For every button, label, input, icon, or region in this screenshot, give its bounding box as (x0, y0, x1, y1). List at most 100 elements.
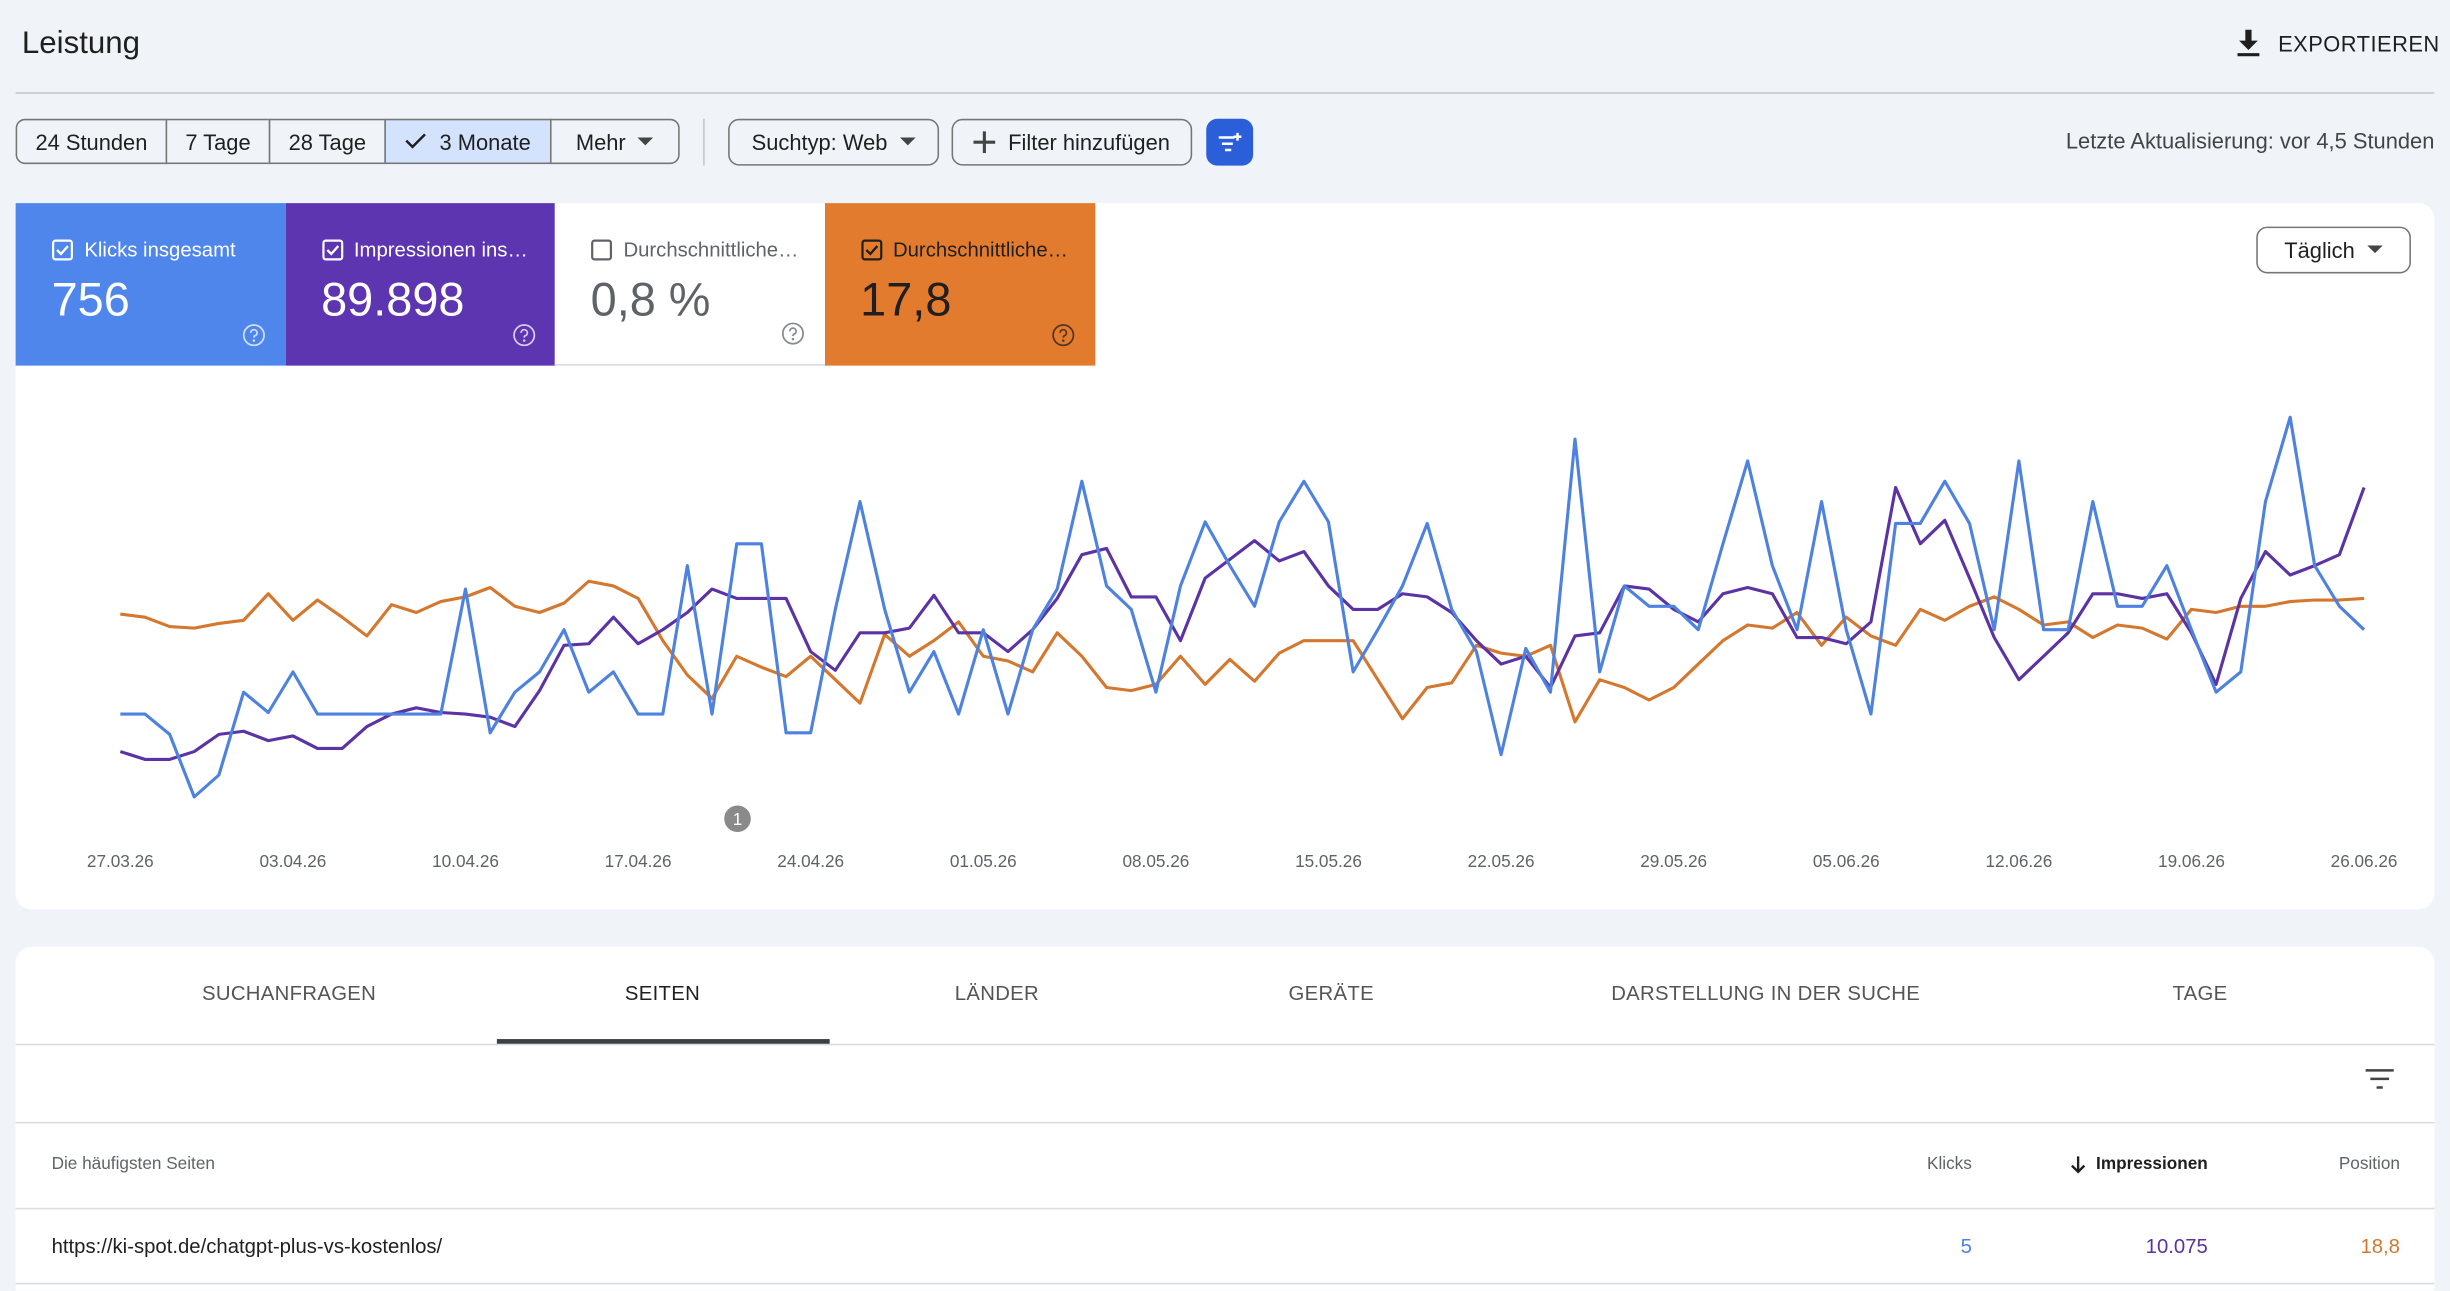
table-filter-icon[interactable] (2364, 1069, 2395, 1091)
checkbox (860, 239, 882, 261)
position-cell: 18,8 (2360, 1234, 2400, 1258)
sorted-column-header[interactable]: Impressionen (2071, 1154, 2208, 1174)
tab-indicator (496, 1039, 830, 1044)
tab[interactable]: DARSTELLUNG IN DER SUCHE (1611, 981, 1921, 1005)
range-label: Mehr (575, 128, 626, 154)
x-tick-label: 24.04.26 (777, 851, 844, 871)
x-tick-label: 22.05.26 (1468, 851, 1535, 871)
help-dot (1061, 339, 1064, 342)
column-header: Die häufigsten Seiten (51, 1154, 215, 1174)
metric-card[interactable]: Durchschnittliche… 17,8 (824, 203, 1095, 366)
column-header[interactable]: Klicks (1926, 1154, 1972, 1174)
tab[interactable]: LÄNDER (954, 981, 1040, 1005)
dropdown-arrow (638, 136, 654, 145)
x-tick-label: 01.05.26 (950, 851, 1017, 871)
range-label: 28 Tage (288, 128, 367, 154)
x-tick-label: 27.03.26 (87, 851, 154, 871)
range-label: 7 Tage (185, 128, 251, 154)
x-tick-label: 12.06.26 (1985, 851, 2052, 871)
download-icon (2237, 29, 2260, 57)
column-header[interactable]: Position (2338, 1154, 2400, 1174)
help-dot (791, 337, 795, 341)
export-label: EXPORTIEREN (2278, 31, 2440, 57)
metric-value: 17,8 (860, 275, 952, 327)
range-button[interactable]: 28 Tage (268, 118, 386, 165)
column-header-label: Impressionen (2096, 1154, 2208, 1174)
help-q (1058, 328, 1067, 338)
clicks-cell: 5 (1960, 1234, 1972, 1258)
divider (15, 1121, 2435, 1124)
separator (703, 118, 705, 166)
help-q (249, 328, 258, 338)
help-circle (1051, 324, 1074, 347)
tab[interactable]: TAGE (2172, 981, 2228, 1005)
sort-arrow (2071, 1155, 2086, 1173)
divider (15, 1207, 2435, 1210)
series-line (119, 485, 2366, 761)
divider (15, 1282, 2435, 1285)
add-filter-button[interactable]: Filter hinzufügen (951, 118, 1193, 166)
help-dot (252, 339, 256, 342)
dropdown-arrow (2367, 245, 2383, 254)
range-button[interactable]: 24 Stunden (15, 118, 168, 165)
page-url[interactable]: https://ki-spot.de/chatgpt-plus-vs-koste… (51, 1234, 443, 1258)
x-tick-label: 05.06.26 (1813, 851, 1880, 871)
help-circle (781, 322, 804, 345)
filter-settings-button[interactable] (1206, 118, 1254, 166)
x-tick-label: 19.06.26 (2158, 851, 2225, 871)
help-circle (242, 324, 265, 347)
metric-label: Klicks insgesamt (84, 237, 236, 261)
help-icon (781, 322, 804, 345)
range-label: 3 Monate (439, 128, 531, 154)
range-button[interactable]: 3 Monate (384, 118, 552, 165)
annotation: 1 (724, 805, 751, 833)
export-button[interactable]: EXPORTIEREN (2234, 28, 2439, 59)
range-button[interactable]: Mehr (550, 118, 680, 165)
annotation-marker (724, 805, 751, 833)
series-line (120, 415, 2366, 799)
checkbox-frame (591, 239, 613, 261)
metric-label: Durchschnittliche… (892, 237, 1068, 261)
table-card (15, 946, 2435, 1291)
tab[interactable]: GERÄTE (1288, 981, 1374, 1005)
divider (15, 1043, 2435, 1046)
checkmark (864, 245, 878, 256)
x-tick-label: 26.06.26 (2331, 851, 2398, 871)
filter-icon (1218, 132, 1242, 152)
divider (15, 92, 2435, 94)
help-circle (512, 324, 535, 347)
x-tick-label: 29.05.26 (1640, 851, 1707, 871)
x-tick-label: 10.04.26 (432, 851, 499, 871)
granularity-label: Täglich (2284, 237, 2355, 263)
metric-label: Impressionen ins… (353, 237, 528, 261)
checkmark (325, 245, 339, 256)
arrow (638, 136, 654, 145)
metric-card[interactable]: Impressionen ins… 89.898 (285, 203, 556, 366)
checkbox-frame (321, 239, 343, 261)
impressions-cell: 10.075 (2145, 1234, 2208, 1258)
metric-card[interactable]: Durchschnittliche… 0,8 % (554, 203, 825, 366)
search-type-label: Suchtyp: Web (751, 129, 888, 155)
checkbox (591, 239, 613, 261)
checkbox (321, 239, 343, 261)
range-button[interactable]: 7 Tage (165, 118, 271, 165)
checkmark (56, 245, 69, 256)
metric-card[interactable]: Klicks insgesamt 756 (15, 203, 286, 366)
plus-icon (973, 131, 996, 154)
x-tick-label: 17.04.26 (605, 851, 672, 871)
x-tick-label: 03.04.26 (259, 851, 326, 871)
search-type-button[interactable]: Suchtyp: Web (728, 118, 940, 166)
granularity-button[interactable]: Täglich (2256, 226, 2411, 274)
add-filter-label: Filter hinzufügen (1008, 129, 1170, 155)
check (405, 133, 427, 149)
help-icon (512, 324, 535, 347)
dropdown-arrow (899, 137, 916, 146)
check-icon (405, 133, 427, 149)
help-icon (242, 324, 265, 347)
checkbox-frame (860, 239, 882, 261)
tab[interactable]: SUCHANFRAGEN (201, 981, 377, 1005)
tab[interactable]: SEITEN (624, 981, 701, 1005)
help-q (788, 327, 797, 337)
checkbox (52, 239, 73, 261)
